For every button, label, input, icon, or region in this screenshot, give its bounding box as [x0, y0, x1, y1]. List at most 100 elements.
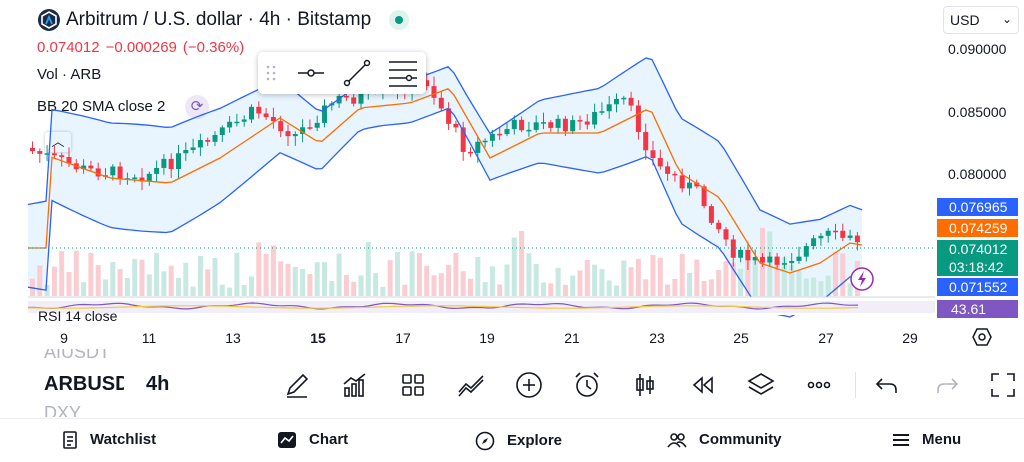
currency-select[interactable]: USD ⌄ — [943, 6, 1019, 34]
volume-bar — [825, 275, 831, 296]
volume-bar — [409, 251, 415, 296]
symbol-picker-prev[interactable]: AIUSDT 1h — [44, 349, 110, 361]
volume-bar — [154, 252, 160, 296]
undo-icon[interactable] — [872, 370, 902, 400]
volume-bar — [81, 282, 87, 296]
candle-body — [146, 173, 152, 182]
candle-body — [803, 246, 809, 257]
last-price-value: 0.074012 — [949, 241, 1008, 257]
candle-body — [497, 133, 503, 136]
rsi-ma-line — [27, 305, 859, 309]
volume-bar — [110, 262, 116, 296]
volume-bar — [176, 277, 181, 296]
horizontal-line-icon[interactable] — [294, 52, 328, 94]
nav-community[interactable]: Community — [667, 431, 782, 449]
volume-bar — [723, 261, 729, 296]
trend-line-icon[interactable] — [340, 52, 374, 94]
bollinger-indicator-label[interactable]: BB 20 SMA close 2 — [37, 98, 166, 115]
volume-bar — [168, 265, 174, 296]
nav-watchlist[interactable]: Watchlist — [62, 431, 156, 449]
volume-bar — [562, 284, 568, 296]
candle-body — [482, 140, 488, 143]
candle-body — [708, 206, 714, 223]
symbol-picker-next[interactable]: DXY 1D — [44, 403, 81, 417]
symbol-picker-current[interactable]: ARBUSD 4h — [44, 373, 179, 396]
volume-bar — [504, 264, 510, 296]
menu-icon — [893, 434, 909, 447]
community-icon — [667, 433, 687, 448]
volume-bar — [358, 275, 364, 296]
nav-chart[interactable]: Chart — [277, 431, 348, 449]
volume-bar — [95, 265, 101, 296]
candle-body — [358, 93, 364, 104]
bb-basis-price-label: 0.074259 — [937, 219, 1018, 237]
candle-body — [533, 122, 539, 130]
price-chart[interactable] — [0, 40, 935, 322]
candle-type-icon[interactable] — [630, 370, 660, 400]
toolbar-divider — [855, 372, 856, 398]
volume-bar — [657, 257, 663, 296]
fib-lines-icon[interactable] — [384, 52, 422, 94]
time-tick: 15 — [310, 330, 326, 346]
volume-bar — [183, 262, 189, 296]
price-tick: 0.080000 — [948, 166, 1007, 182]
candle-body — [139, 177, 145, 182]
templates-icon[interactable] — [398, 370, 428, 400]
candle-body — [635, 105, 641, 132]
volume-indicator-label[interactable]: Vol · ARB — [37, 66, 102, 83]
volume-bar — [234, 252, 240, 296]
more-icon[interactable] — [804, 370, 834, 400]
time-tick: 21 — [564, 330, 580, 346]
rsi-band-fill — [28, 301, 935, 313]
volume-bar — [533, 264, 539, 296]
layers-icon[interactable] — [746, 370, 776, 400]
candle-body — [66, 157, 72, 164]
nav-explore[interactable]: Explore — [475, 431, 562, 451]
volume-bar — [716, 269, 722, 296]
candle-body — [263, 113, 269, 118]
candle-body — [811, 238, 817, 247]
volume-bar — [679, 253, 685, 296]
volume-bar — [59, 251, 65, 296]
add-icon[interactable] — [514, 370, 544, 400]
volume-bar — [263, 253, 269, 296]
volume-bar — [541, 282, 546, 296]
current-interval: 4h — [146, 373, 170, 395]
nav-menu[interactable]: Menu — [892, 431, 961, 448]
candle-body — [132, 177, 138, 180]
market-open-icon[interactable] — [389, 10, 409, 30]
volume-bar — [103, 279, 108, 296]
symbol-title[interactable]: Arbitrum / U.S. dollar · 4h · Bitstamp — [66, 9, 372, 30]
candle-body — [825, 230, 831, 236]
indicators-icon[interactable] — [340, 370, 370, 400]
volume-bar — [241, 285, 247, 296]
volume-bar — [519, 231, 525, 296]
compare-icon[interactable] — [456, 370, 486, 400]
candle-body — [205, 140, 211, 142]
volume-bar — [497, 284, 503, 296]
candle-body — [227, 121, 233, 128]
rsi-indicator-label[interactable]: RSI 14 close — [38, 308, 118, 322]
candle-body — [154, 167, 160, 174]
volume-bar — [329, 281, 335, 296]
redo-icon[interactable] — [932, 370, 962, 400]
volume-bar — [468, 278, 473, 296]
candle-body — [665, 166, 671, 174]
axis-settings-icon[interactable] — [972, 328, 992, 346]
candle-body — [592, 111, 598, 125]
volume-bar — [796, 270, 802, 296]
alert-icon[interactable] — [572, 370, 602, 400]
collapse-legend-icon[interactable]: ︿ — [45, 132, 71, 152]
candle-body — [30, 148, 35, 152]
fullscreen-icon[interactable] — [988, 370, 1018, 400]
refresh-icon[interactable]: ⟳ — [185, 95, 209, 119]
currency-value: USD — [950, 12, 980, 28]
candle-body — [292, 134, 298, 137]
volume-bar — [701, 281, 707, 296]
pen-icon[interactable] — [282, 370, 312, 400]
candle-body — [453, 123, 459, 128]
drag-handle-icon[interactable] — [264, 52, 278, 94]
replay-icon[interactable] — [688, 370, 718, 400]
volume-bar — [511, 237, 517, 296]
volume-bar — [292, 266, 298, 296]
